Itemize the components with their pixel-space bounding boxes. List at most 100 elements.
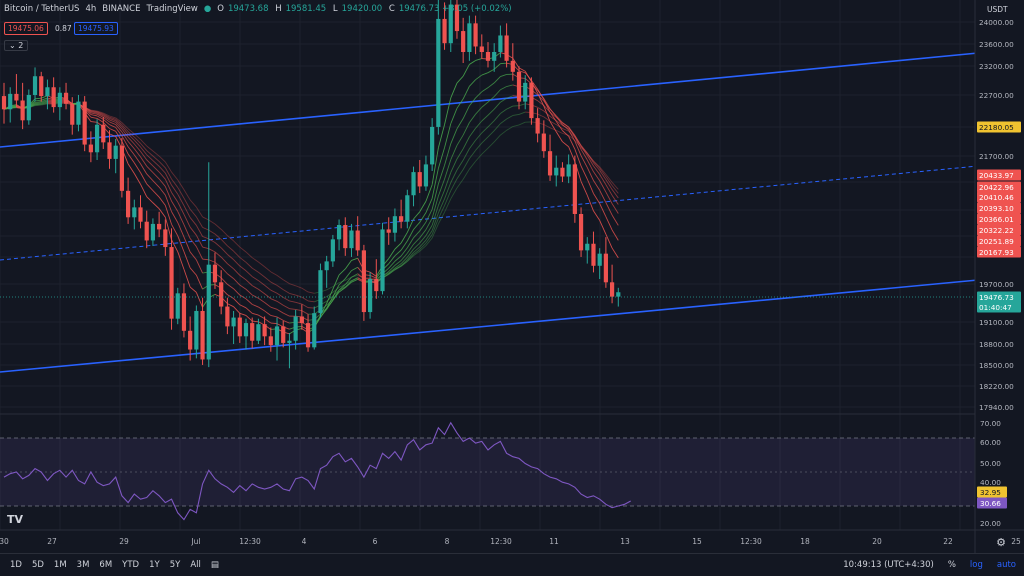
candle-body	[194, 310, 199, 350]
price-tick: 19100.00	[979, 318, 1014, 327]
ribbon-segment	[469, 127, 476, 138]
candle-body	[274, 326, 280, 346]
ribbon-segment	[400, 259, 408, 266]
candle	[107, 130, 112, 169]
range-ytd[interactable]: YTD	[122, 560, 140, 570]
ribbon-segment	[270, 306, 278, 310]
clock-display[interactable]: 10:49:13 (UTC+4:30)	[843, 560, 934, 570]
range-all[interactable]: All	[190, 560, 201, 570]
ribbon-segment	[462, 158, 470, 170]
auto-toggle[interactable]: auto	[996, 560, 1016, 570]
sell-price-button[interactable]: 19475.06	[4, 22, 48, 35]
ribbon-segment	[400, 232, 408, 244]
ribbon-segment	[400, 252, 408, 261]
range-1y[interactable]: 1Y	[149, 560, 160, 570]
candle	[94, 119, 100, 160]
candle-body	[504, 35, 509, 61]
ribbon-segment	[469, 160, 476, 170]
candle	[566, 154, 571, 184]
price-tick: 23200.00	[979, 62, 1014, 71]
ribbon-segment	[425, 218, 433, 230]
ribbon-segment	[283, 319, 290, 324]
ribbon-segment	[605, 216, 613, 231]
date-range-icon[interactable]: ▤	[210, 560, 219, 570]
ribbon-segment	[413, 250, 420, 257]
candle	[330, 234, 335, 267]
settings-gear-icon[interactable]: ⚙	[996, 536, 1006, 549]
range-5d[interactable]: 5D	[31, 560, 44, 570]
currency-label[interactable]: USDT	[987, 5, 1008, 14]
ribbon-segment	[158, 155, 166, 163]
range-1m[interactable]: 1M	[53, 560, 67, 570]
log-toggle[interactable]: log	[969, 560, 983, 570]
ribbon-segment	[220, 256, 228, 265]
ribbon-segment	[146, 145, 154, 152]
ribbon-segment	[580, 144, 588, 154]
ribbon-segment	[164, 167, 172, 180]
ribbon-segment	[121, 124, 129, 132]
range-1d[interactable]: 1D	[10, 560, 22, 570]
ribbon-segment	[276, 316, 284, 321]
status-dot-icon: ●	[203, 4, 212, 14]
ribbon-segment	[245, 251, 253, 259]
ribbon-segment	[227, 235, 234, 242]
candle-body	[305, 323, 311, 348]
candle	[430, 118, 435, 172]
ribbon-segment	[568, 136, 576, 150]
ribbon-segment	[456, 98, 464, 109]
rsi-tag	[977, 497, 1007, 509]
candle	[45, 79, 50, 110]
indicators-collapse-button[interactable]: ⌄ 2	[4, 40, 29, 51]
ribbon-segment	[276, 323, 284, 328]
candle	[585, 237, 590, 264]
ribbon-segment	[227, 245, 234, 252]
channel-upper-line	[0, 52, 979, 148]
candle-body	[485, 51, 491, 61]
price-tick: 01:40:47	[977, 301, 1021, 313]
candle	[448, 0, 453, 52]
candle-body	[299, 316, 304, 324]
candle	[26, 89, 31, 125]
rsi-tick: 20.00	[980, 519, 1001, 528]
range-5y[interactable]: 5Y	[169, 560, 181, 570]
tradingview-logo-icon[interactable]: TV	[7, 513, 24, 526]
interval-label[interactable]: 4h	[85, 4, 97, 14]
percent-toggle[interactable]: %	[947, 560, 956, 570]
ribbon-segment	[487, 108, 495, 116]
ribbon-segment	[580, 165, 588, 180]
ribbon-segment	[252, 303, 259, 308]
close-value: 19476.73 +3.05 (+0.02%)	[398, 4, 512, 14]
candle-body	[442, 18, 447, 44]
ribbon-segment	[214, 242, 222, 249]
time-tick-label: 12:30	[740, 537, 762, 546]
ribbon-segment	[264, 310, 272, 316]
time-tick-label: 4	[302, 537, 307, 546]
symbol-name[interactable]: Bitcoin / TetherUS	[4, 4, 80, 14]
candle-body	[39, 76, 44, 97]
ribbon-segment	[555, 131, 563, 142]
buy-price-button[interactable]: 19475.93	[74, 22, 118, 35]
ribbon-segment	[605, 176, 613, 186]
ribbon-segment	[586, 195, 594, 212]
ribbon-segment	[326, 292, 334, 298]
range-3m[interactable]: 3M	[76, 560, 90, 570]
ribbon-segment	[611, 181, 619, 190]
ribbon-segment	[133, 136, 141, 144]
ribbon-segment	[133, 143, 141, 152]
candle-body	[374, 279, 379, 292]
ribbon-segment	[270, 281, 278, 286]
ribbon-segment	[450, 108, 458, 124]
ribbon-segment	[164, 172, 172, 186]
price-tag	[977, 202, 1021, 214]
range-6m[interactable]: 6M	[99, 560, 113, 570]
close-key: C	[388, 4, 395, 14]
ribbon-segment	[227, 283, 234, 290]
price-tick-label: 18500.00	[979, 361, 1014, 370]
ribbon-segment	[103, 116, 110, 123]
price-tag	[977, 169, 1021, 181]
candle-body	[386, 229, 391, 233]
ribbon-segment	[146, 165, 154, 173]
ribbon-segment	[388, 248, 396, 259]
ribbon-segment	[462, 105, 470, 119]
